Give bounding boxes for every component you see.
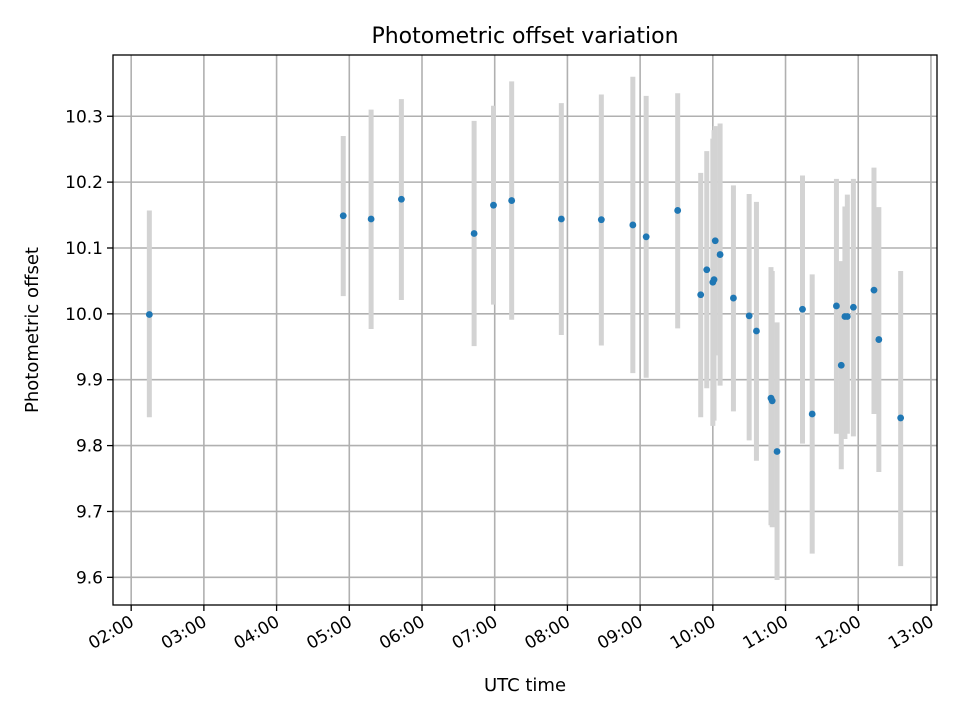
data-point <box>730 294 737 302</box>
data-point <box>799 305 806 313</box>
y-tick-label: 9.7 <box>76 502 103 522</box>
y-tick-label: 10.2 <box>65 173 103 193</box>
y-tick-label: 10.1 <box>65 239 103 259</box>
data-point <box>837 361 845 369</box>
data-point <box>745 312 753 320</box>
data-point <box>753 327 760 335</box>
data-point <box>557 215 565 223</box>
data-point <box>697 291 705 299</box>
data-point <box>711 237 719 245</box>
y-tick-label: 10.3 <box>65 107 103 127</box>
data-point <box>145 311 153 318</box>
data-point <box>773 448 781 455</box>
plot-area-frame <box>112 54 938 606</box>
y-tick-label: 9.6 <box>76 568 103 588</box>
data-point <box>367 215 375 223</box>
data-point <box>398 195 405 203</box>
y-axis-ticks: 9.6 9.7 9.8 9.9 10.0 10.1 10.2 10.3 <box>65 107 113 588</box>
data-point <box>716 251 724 258</box>
data-point <box>703 266 711 274</box>
y-tick-label: 9.9 <box>76 371 103 391</box>
data-point <box>642 233 650 241</box>
data-point <box>629 221 637 229</box>
data-point <box>508 197 516 204</box>
y-tick-label: 9.8 <box>76 437 103 457</box>
data-point <box>470 230 478 237</box>
data-point <box>849 303 857 311</box>
chart-title: Photometric offset variation <box>371 24 678 49</box>
data-point <box>843 313 851 320</box>
data-point <box>808 410 816 418</box>
y-axis-label: Photometric offset <box>22 247 43 413</box>
y-tick-label: 10.0 <box>65 305 103 325</box>
data-point <box>875 336 883 343</box>
data-point <box>597 216 605 224</box>
data-point <box>710 276 718 284</box>
data-points <box>145 195 905 455</box>
data-point <box>870 286 878 294</box>
data-point <box>833 302 840 310</box>
data-point <box>674 207 682 214</box>
x-axis-label: UTC time <box>484 675 566 696</box>
data-point <box>339 212 347 220</box>
data-point <box>768 397 776 405</box>
data-point <box>490 201 497 209</box>
data-point <box>897 414 905 422</box>
